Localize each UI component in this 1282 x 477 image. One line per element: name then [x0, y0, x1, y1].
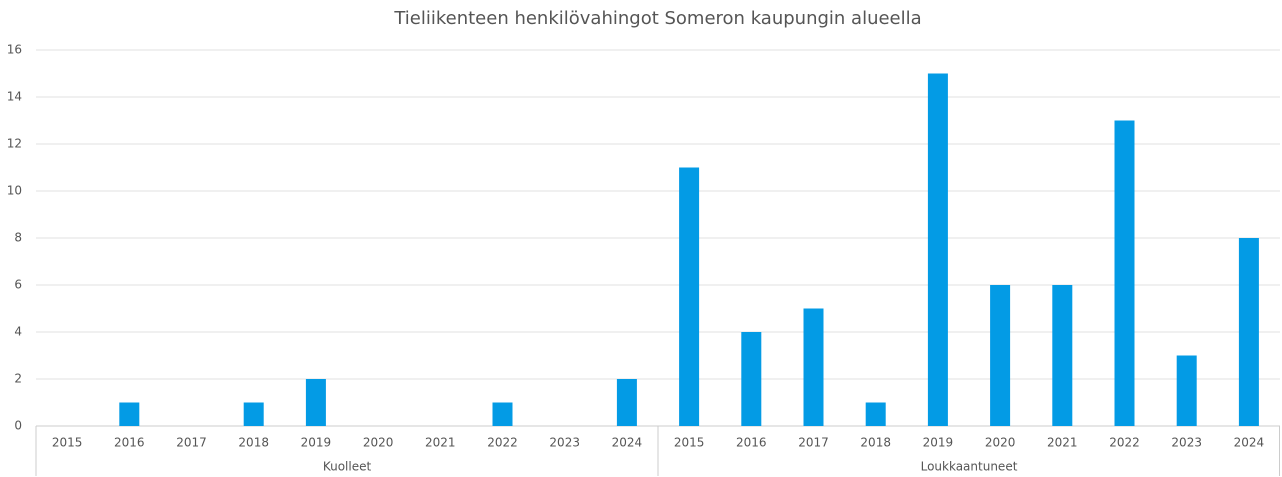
x-tick-label: 2016 — [114, 436, 145, 450]
x-tick-label: 2016 — [736, 436, 767, 450]
x-tick-label: 2024 — [612, 436, 643, 450]
bar — [927, 73, 948, 426]
x-tick-label: 2020 — [985, 436, 1016, 450]
bar — [1238, 238, 1259, 426]
bar — [990, 285, 1011, 426]
x-tick-label: 2020 — [363, 436, 394, 450]
x-tick-label: 2018 — [238, 436, 269, 450]
x-tick-label: 2021 — [1047, 436, 1078, 450]
bar — [1052, 285, 1073, 426]
x-tick-label: 2023 — [549, 436, 580, 450]
bar — [305, 379, 326, 426]
x-tick-label: 2015 — [674, 436, 705, 450]
chart-title: Tieliikenteen henkilövahingot Someron ka… — [393, 8, 921, 29]
bar — [243, 402, 264, 426]
group-label: Loukkaantuneet — [921, 460, 1018, 474]
y-tick-label: 0 — [14, 419, 22, 433]
x-tick-label: 2023 — [1171, 436, 1202, 450]
y-tick-label: 16 — [7, 43, 22, 57]
y-tick-label: 2 — [14, 372, 22, 386]
x-tick-label: 2019 — [923, 436, 954, 450]
group-label: Kuolleet — [323, 460, 372, 474]
x-tick-label: 2019 — [301, 436, 332, 450]
x-tick-label: 2017 — [176, 436, 207, 450]
bar — [803, 308, 824, 426]
x-tick-label: 2024 — [1234, 436, 1265, 450]
y-tick-label: 4 — [14, 325, 22, 339]
y-tick-label: 12 — [7, 137, 22, 151]
x-tick-label: 2022 — [487, 436, 518, 450]
bar — [492, 402, 513, 426]
bar — [865, 402, 886, 426]
bar — [616, 379, 637, 426]
x-tick-label: 2021 — [425, 436, 456, 450]
x-tick-label: 2022 — [1109, 436, 1140, 450]
y-tick-label: 10 — [7, 184, 22, 198]
bar — [119, 402, 140, 426]
y-tick-label: 14 — [7, 90, 22, 104]
x-tick-label: 2015 — [52, 436, 83, 450]
y-tick-label: 8 — [14, 231, 22, 245]
x-tick-label: 2017 — [798, 436, 829, 450]
x-tick-label: 2018 — [860, 436, 891, 450]
bar — [1114, 120, 1135, 426]
y-tick-label: 6 — [14, 278, 22, 292]
bar — [741, 332, 762, 426]
bar — [1176, 355, 1197, 426]
bar — [679, 167, 700, 426]
